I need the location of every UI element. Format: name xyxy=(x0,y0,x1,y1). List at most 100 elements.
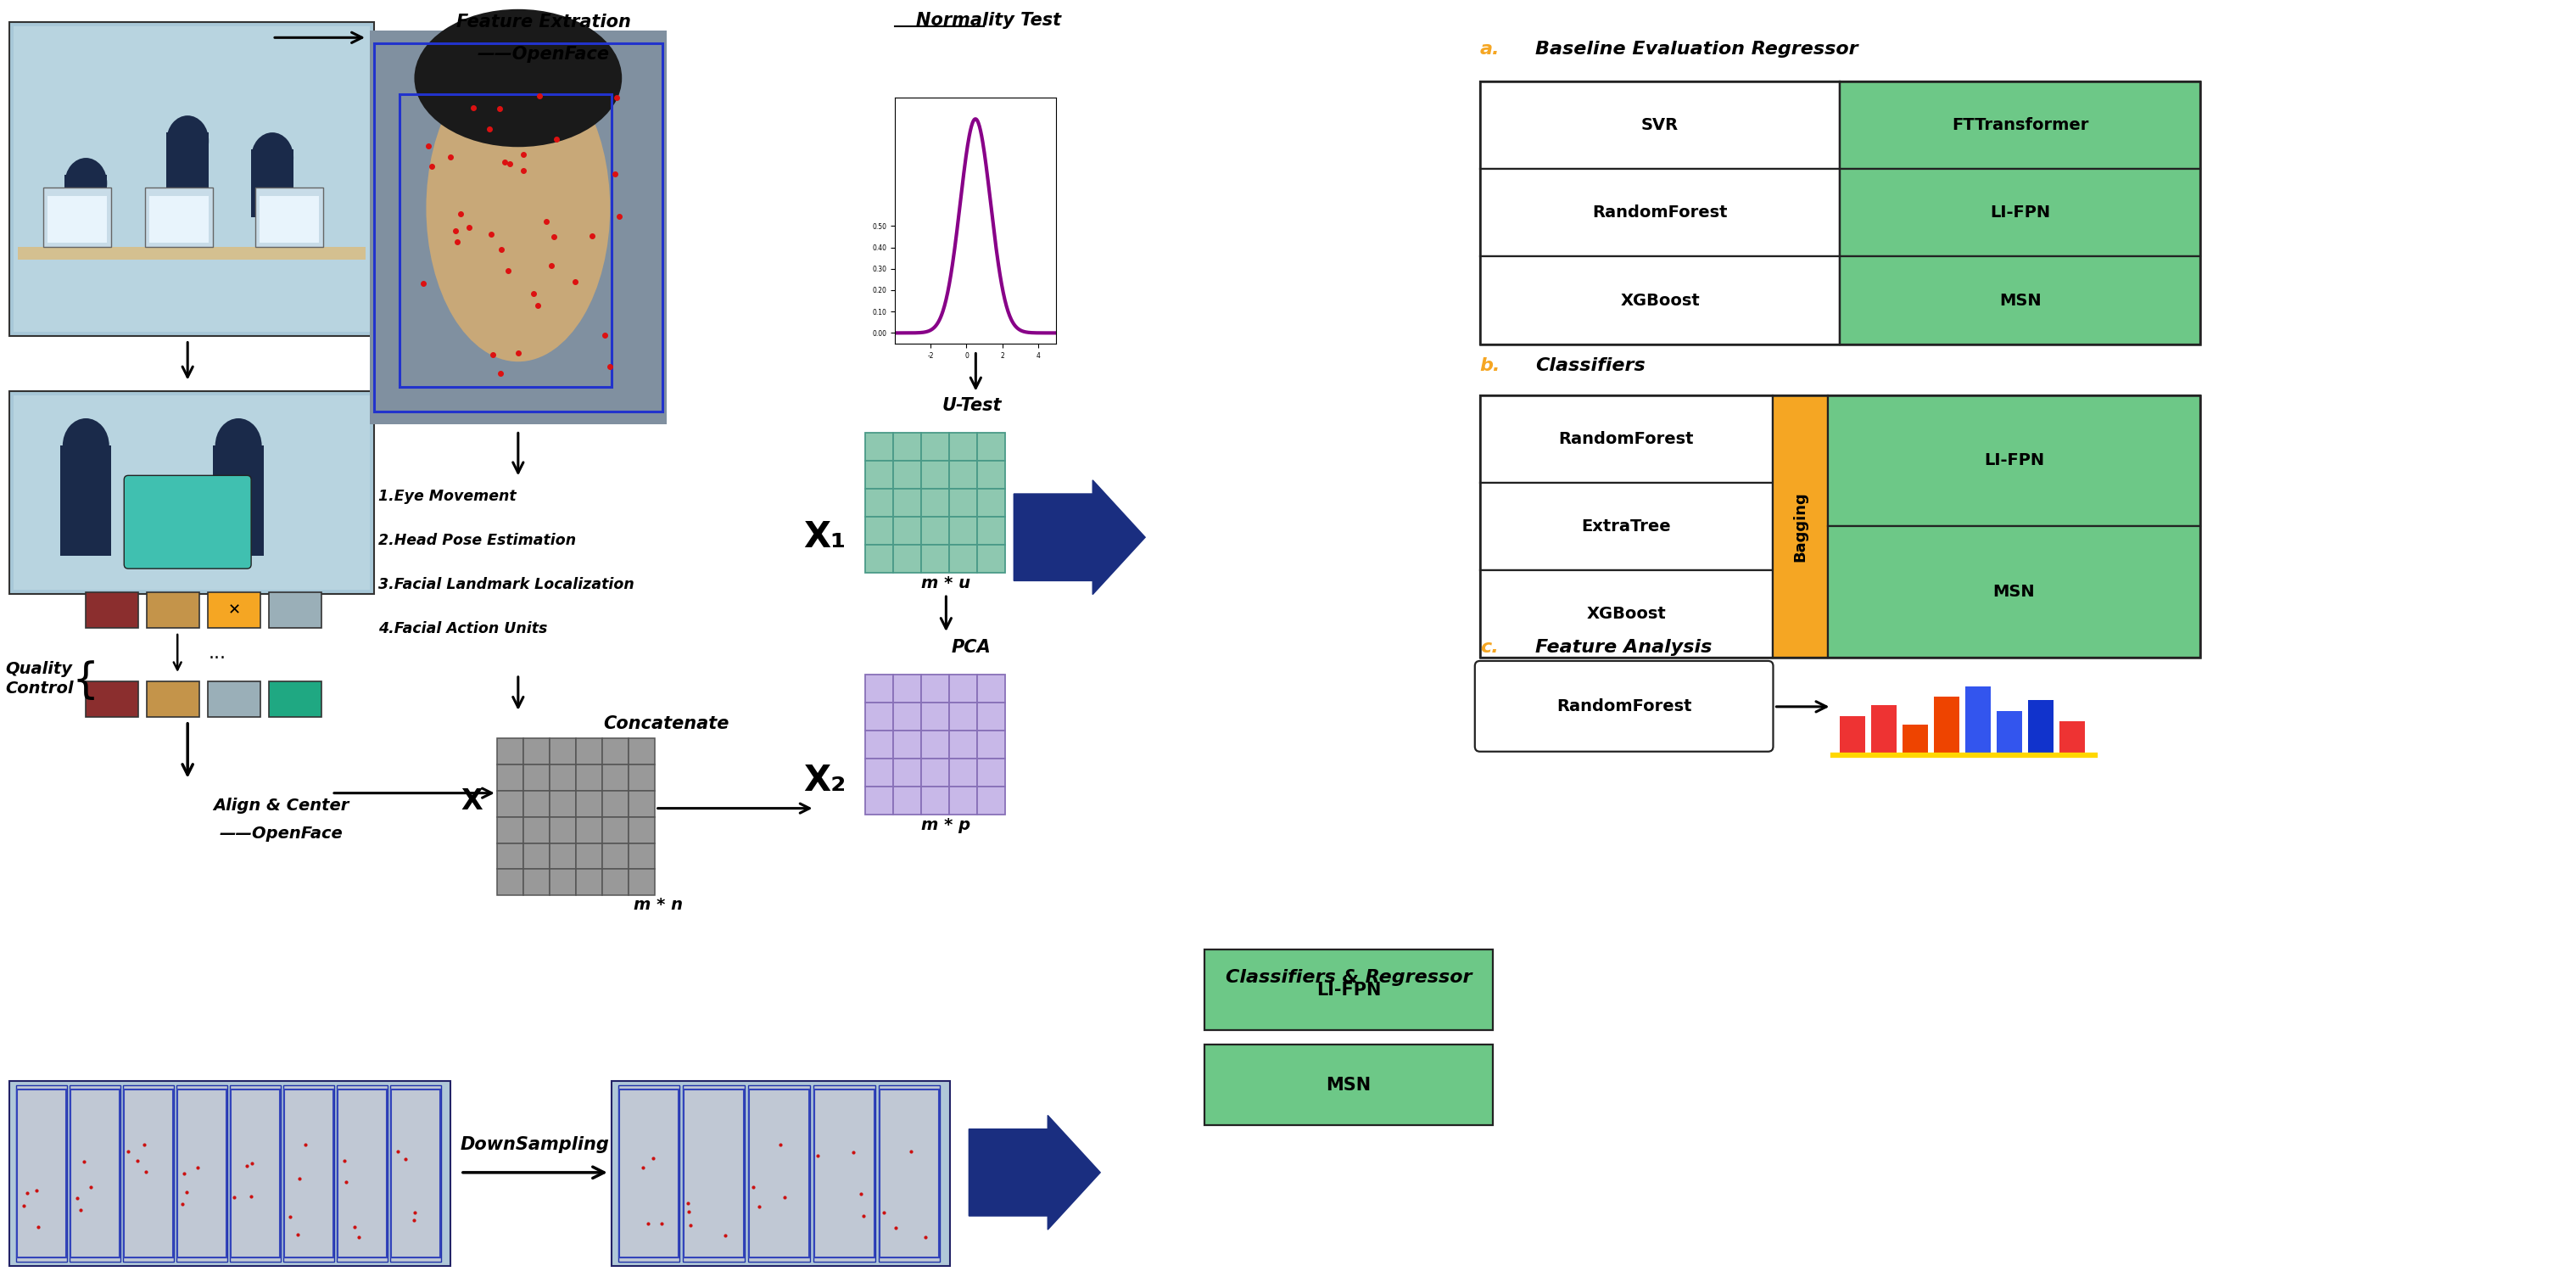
Bar xyxy=(951,461,976,489)
Bar xyxy=(922,489,951,517)
Bar xyxy=(1481,395,2200,658)
Bar xyxy=(1870,705,1896,755)
Bar xyxy=(70,1089,121,1257)
Bar xyxy=(209,593,260,628)
Bar xyxy=(1839,169,2200,257)
Bar xyxy=(894,702,922,730)
Text: Feature Extration: Feature Extration xyxy=(456,14,631,31)
Text: DownSampling: DownSampling xyxy=(461,1137,611,1153)
Bar xyxy=(894,489,922,517)
Bar xyxy=(574,843,603,870)
Bar xyxy=(13,395,371,590)
Bar xyxy=(951,787,976,815)
Text: U-Test: U-Test xyxy=(943,397,1002,414)
Bar xyxy=(64,175,108,243)
Bar xyxy=(1839,257,2200,345)
Bar xyxy=(268,593,322,628)
Bar xyxy=(232,1089,281,1257)
Bar xyxy=(629,764,654,790)
Text: SVR: SVR xyxy=(1641,117,1680,134)
Bar xyxy=(618,1085,680,1262)
Bar xyxy=(976,545,1005,573)
Bar xyxy=(951,674,976,702)
Bar xyxy=(683,1085,744,1262)
Bar xyxy=(922,433,951,461)
Bar xyxy=(951,702,976,730)
Bar xyxy=(976,461,1005,489)
Text: LI-FPN: LI-FPN xyxy=(1984,452,2045,469)
Bar xyxy=(611,1082,951,1266)
Bar xyxy=(85,681,139,716)
Bar xyxy=(399,94,611,387)
Bar xyxy=(178,1085,227,1262)
Bar xyxy=(603,870,629,895)
Bar xyxy=(1839,716,1865,755)
Bar xyxy=(878,1089,940,1257)
Bar xyxy=(922,674,951,702)
Bar xyxy=(85,593,139,628)
Bar xyxy=(976,787,1005,815)
Bar xyxy=(629,870,654,895)
Bar xyxy=(147,593,198,628)
Bar xyxy=(574,870,603,895)
Bar xyxy=(1481,257,1839,345)
Text: Align & Center: Align & Center xyxy=(214,798,348,813)
Bar xyxy=(371,31,667,425)
Bar xyxy=(549,817,574,843)
Bar xyxy=(523,870,549,895)
Bar xyxy=(976,730,1005,759)
Bar xyxy=(922,545,951,573)
Bar xyxy=(49,195,108,243)
Ellipse shape xyxy=(415,9,621,147)
Text: Feature Analysis: Feature Analysis xyxy=(1535,638,1713,656)
Text: PCA: PCA xyxy=(951,638,992,656)
Bar xyxy=(1481,82,2200,345)
Bar xyxy=(523,764,549,790)
Text: XGBoost: XGBoost xyxy=(1620,292,1700,309)
Bar xyxy=(268,681,322,716)
Bar xyxy=(866,674,894,702)
Bar xyxy=(866,545,894,573)
Bar xyxy=(59,446,111,555)
Text: m * u: m * u xyxy=(922,575,971,591)
Bar xyxy=(951,759,976,787)
Bar xyxy=(374,43,662,412)
Bar xyxy=(497,870,523,895)
Bar xyxy=(178,1089,227,1257)
Text: ExtraTree: ExtraTree xyxy=(1582,518,1672,534)
Text: b.: b. xyxy=(1481,356,1502,374)
Text: 3.Facial Landmark Localization: 3.Facial Landmark Localization xyxy=(379,577,634,593)
Bar xyxy=(814,1089,873,1257)
Bar xyxy=(497,790,523,817)
Bar xyxy=(15,1085,67,1262)
Bar xyxy=(337,1089,386,1257)
Bar xyxy=(549,843,574,870)
Bar xyxy=(866,489,894,517)
Bar xyxy=(922,517,951,545)
Polygon shape xyxy=(1015,480,1146,595)
Bar xyxy=(629,790,654,817)
Bar xyxy=(951,433,976,461)
Bar xyxy=(44,188,111,246)
Text: RandomForest: RandomForest xyxy=(1592,204,1728,221)
Text: ——OpenFace: ——OpenFace xyxy=(219,826,343,842)
Text: m * p: m * p xyxy=(922,817,971,834)
Bar xyxy=(618,1089,680,1257)
Bar xyxy=(1904,724,1929,755)
Bar xyxy=(629,843,654,870)
Bar xyxy=(549,870,574,895)
Bar xyxy=(523,790,549,817)
Bar xyxy=(922,787,951,815)
Bar xyxy=(1206,950,1492,1031)
Text: Classifiers: Classifiers xyxy=(1535,356,1646,374)
Bar xyxy=(603,817,629,843)
Bar xyxy=(283,1085,335,1262)
Bar xyxy=(1481,395,1772,483)
Bar xyxy=(124,1085,175,1262)
Bar xyxy=(497,843,523,870)
Bar xyxy=(283,1089,332,1257)
Bar xyxy=(1839,82,2200,169)
Bar xyxy=(922,759,951,787)
Bar xyxy=(147,681,198,716)
Text: 1.Eye Movement: 1.Eye Movement xyxy=(379,489,515,504)
